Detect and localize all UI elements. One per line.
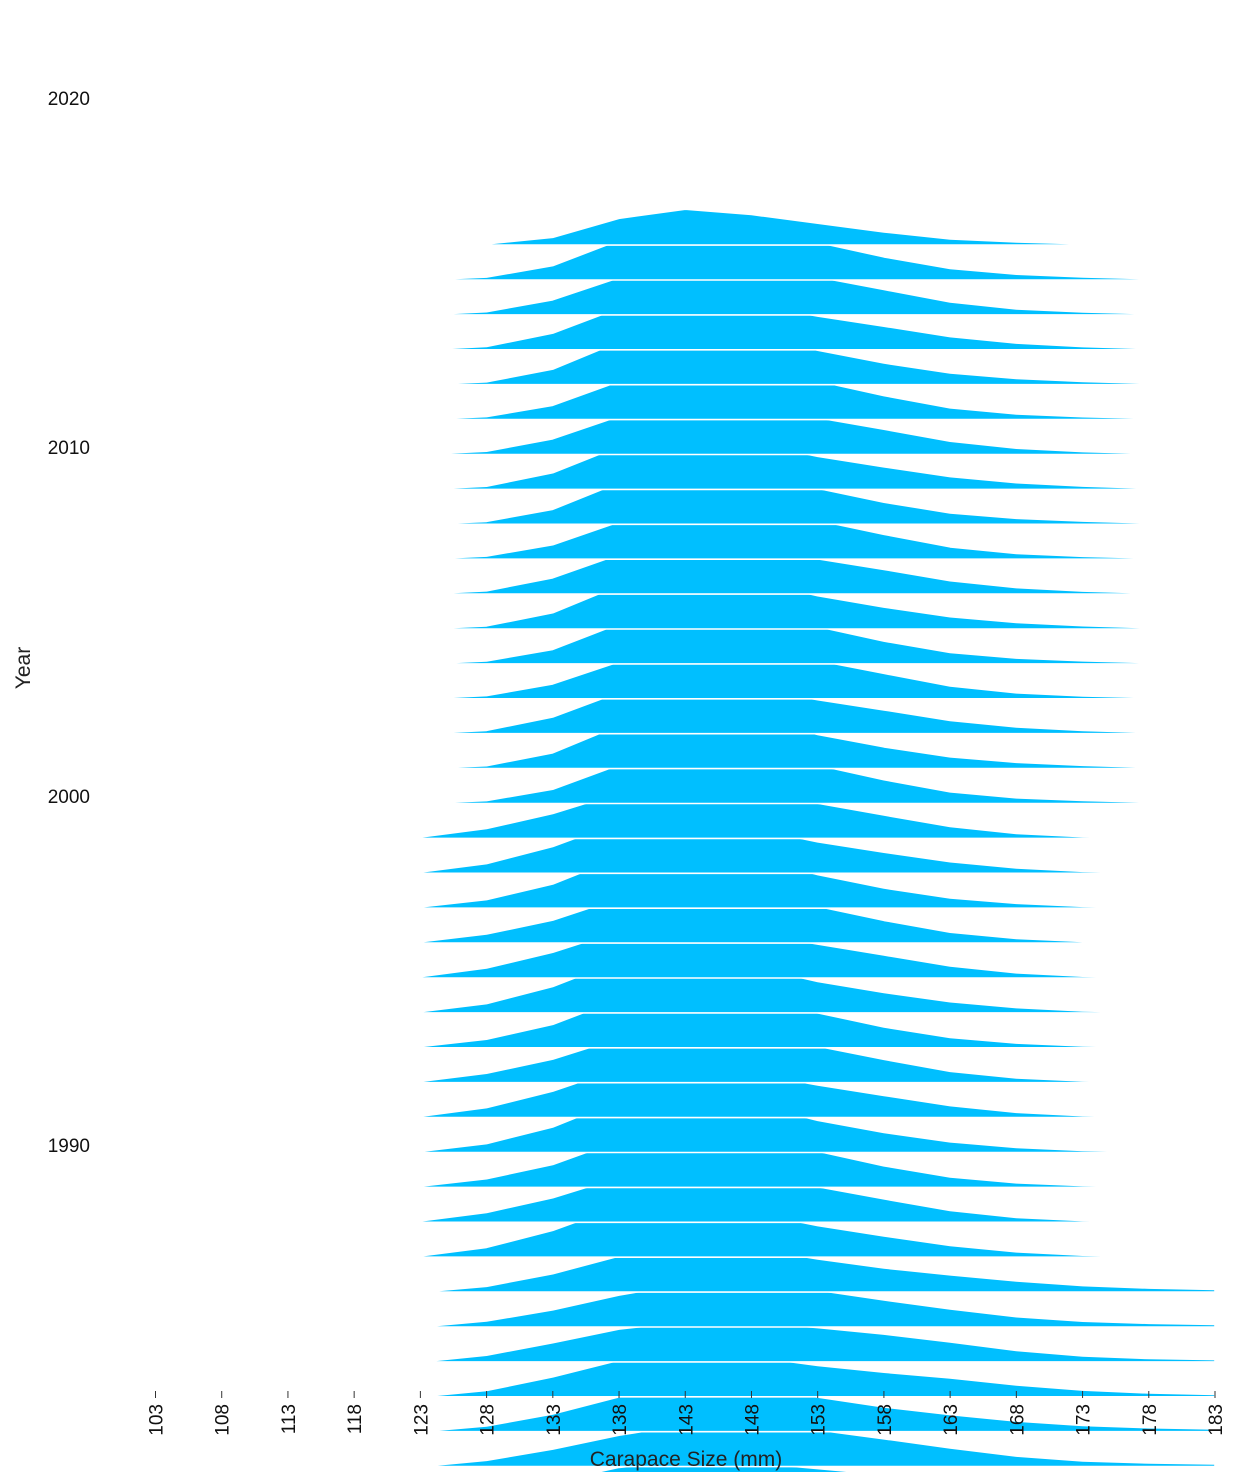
y-tick-label-2000: 2000 bbox=[48, 787, 90, 808]
x-tick-label-143: 143 bbox=[676, 1404, 697, 1436]
x-tick-label-178: 178 bbox=[1140, 1404, 1161, 1436]
x-tick-label-163: 163 bbox=[941, 1404, 962, 1436]
x-tick-label-123: 123 bbox=[411, 1404, 432, 1436]
ridge-1989 bbox=[419, 1321, 1216, 1363]
x-tick-label-153: 153 bbox=[809, 1404, 830, 1436]
x-tick-label-118: 118 bbox=[345, 1404, 366, 1434]
x-tick-label-133: 133 bbox=[544, 1404, 565, 1436]
ridge-2019 bbox=[419, 263, 1216, 316]
x-tick-label-128: 128 bbox=[478, 1404, 499, 1436]
y-tick-label-2010: 2010 bbox=[48, 438, 90, 459]
ridge-1988 bbox=[419, 1351, 1216, 1398]
y-tick-label-1990: 1990 bbox=[48, 1136, 90, 1157]
ridge-2020 bbox=[419, 221, 1216, 281]
ridge-series-group bbox=[419, 208, 1216, 1472]
x-tick-label-103: 103 bbox=[147, 1404, 168, 1436]
x-tick-label-138: 138 bbox=[610, 1404, 631, 1436]
ridge-1986 bbox=[419, 1422, 1216, 1468]
x-tick-label-173: 173 bbox=[1074, 1404, 1095, 1436]
ridge-2021 bbox=[419, 208, 1216, 246]
x-tick-label-108: 108 bbox=[213, 1404, 234, 1436]
ridge-1990 bbox=[419, 1281, 1216, 1328]
x-tick-label-183: 183 bbox=[1206, 1404, 1227, 1436]
ridge-1987 bbox=[419, 1384, 1216, 1433]
x-tick-label-158: 158 bbox=[875, 1404, 896, 1436]
ridge-2012 bbox=[419, 505, 1216, 560]
y-tick-label-2020: 2020 bbox=[48, 89, 90, 110]
y-axis-title: Year bbox=[12, 647, 35, 689]
ridge-2005 bbox=[419, 746, 1216, 805]
x-axis-title: Carapace Size (mm) bbox=[590, 1448, 783, 1471]
x-axis: 103 108 113 118 123 128 133 138 143 148 153 158 163 1… bbox=[147, 1391, 1227, 1436]
ridge-2016 bbox=[419, 363, 1216, 421]
x-tick-label-148: 148 bbox=[742, 1404, 763, 1436]
x-tick-label-168: 168 bbox=[1007, 1404, 1028, 1436]
ridge-2013 bbox=[419, 464, 1216, 526]
ridge-2009 bbox=[419, 605, 1216, 665]
ridge-2008 bbox=[419, 646, 1216, 700]
y-axis: 1990 2000 2010 2020 bbox=[48, 89, 90, 1157]
x-tick-label-113: 113 bbox=[279, 1404, 300, 1434]
ridge-2017 bbox=[419, 325, 1216, 386]
ridge-2006 bbox=[419, 709, 1216, 770]
